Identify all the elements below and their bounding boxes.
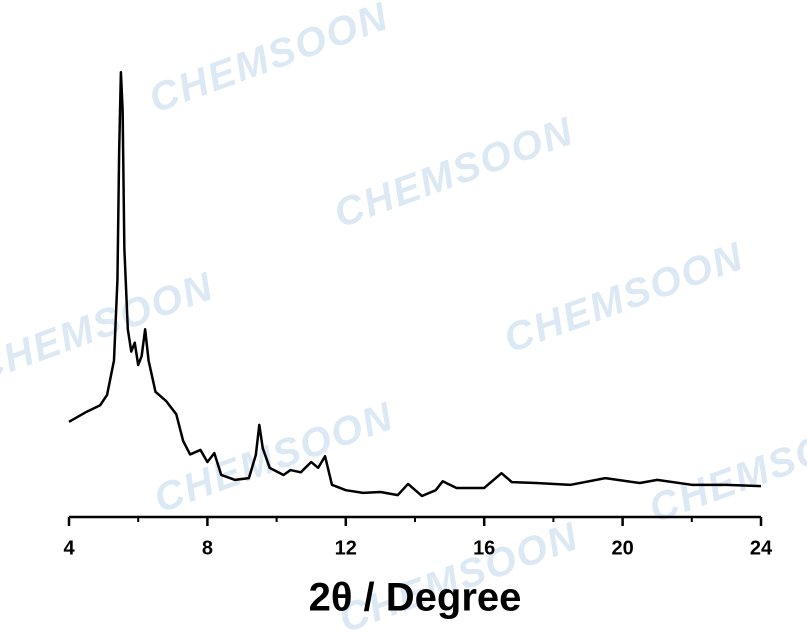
watermark: CHEMSOON — [328, 109, 579, 236]
watermark: CHEMSOON — [143, 0, 394, 121]
x-axis-title: 2θ / Degree — [309, 576, 522, 620]
watermark: CHEMSOON — [148, 394, 399, 521]
x-tick-label: 4 — [63, 537, 75, 559]
watermark: CHEMSOON — [0, 264, 220, 391]
x-tick-label: 16 — [473, 537, 495, 559]
watermark: CHEMSOON — [643, 404, 807, 531]
x-tick-label: 24 — [750, 537, 773, 559]
xrd-pattern — [68, 70, 762, 498]
x-tick-label: 8 — [202, 537, 213, 559]
watermark: CHEMSOON — [498, 234, 749, 361]
x-tick-label: 12 — [335, 537, 357, 559]
x-tick-label: 20 — [611, 537, 633, 559]
